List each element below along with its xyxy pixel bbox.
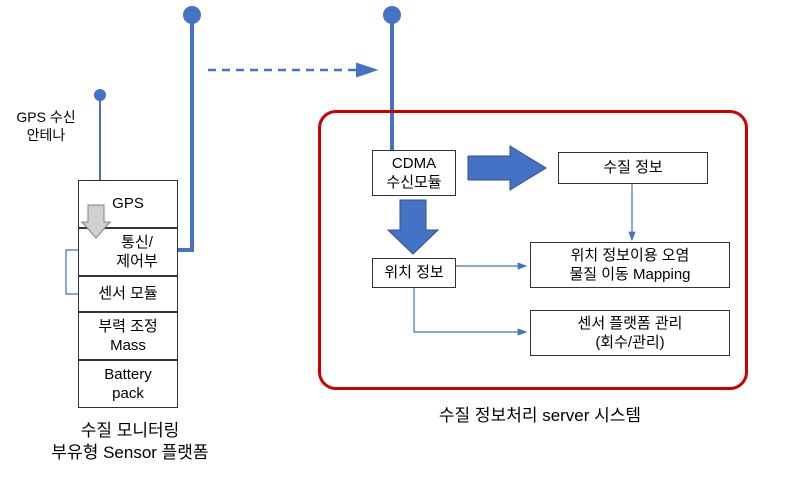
stack-battery: Battery pack [78,360,178,408]
comm-sensor-loop [66,250,78,294]
left-caption: 수질 모니터링 부유형 Sensor 플랫폼 [20,420,240,464]
location-info-label: 위치 정보 [384,263,443,283]
mapping-node: 위치 정보이용 오염 물질 이동 Mapping [530,242,730,288]
manage-node: 센서 플랫폼 관리 (회수/관리) [530,310,730,356]
stack-buoy-label: 부력 조정 Mass [98,317,157,356]
stack-battery-label: Battery pack [104,365,152,404]
stack-sensor: 센서 모듈 [78,276,178,312]
stack-sensor-label: 센서 모듈 [98,284,157,304]
left-main-antenna-line [190,22,194,252]
stack-comm: 통신/ 제어부 [78,228,178,276]
stack-gps-label: GPS [112,194,144,214]
left-main-antenna-horiz [178,248,194,252]
manage-label: 센서 플랫폼 관리 (회수/관리) [578,314,683,353]
location-info-node: 위치 정보 [372,258,456,288]
cdma-label: CDMA 수신모듈 [386,154,441,193]
gps-antenna-label: GPS 수신 안테나 [10,108,82,144]
stack-buoy: 부력 조정 Mass [78,312,178,360]
water-info-label: 수질 정보 [603,158,662,178]
water-info-node: 수질 정보 [558,152,708,184]
stack-gps: GPS [78,180,178,228]
server-caption: 수질 정보처리 server 시스템 [400,405,680,427]
gps-small-antenna-line [99,100,101,180]
stack-comm-label: 통신/ 제어부 [116,233,157,272]
mapping-label: 위치 정보이용 오염 물질 이동 Mapping [569,246,690,285]
cdma-node: CDMA 수신모듈 [372,150,456,196]
